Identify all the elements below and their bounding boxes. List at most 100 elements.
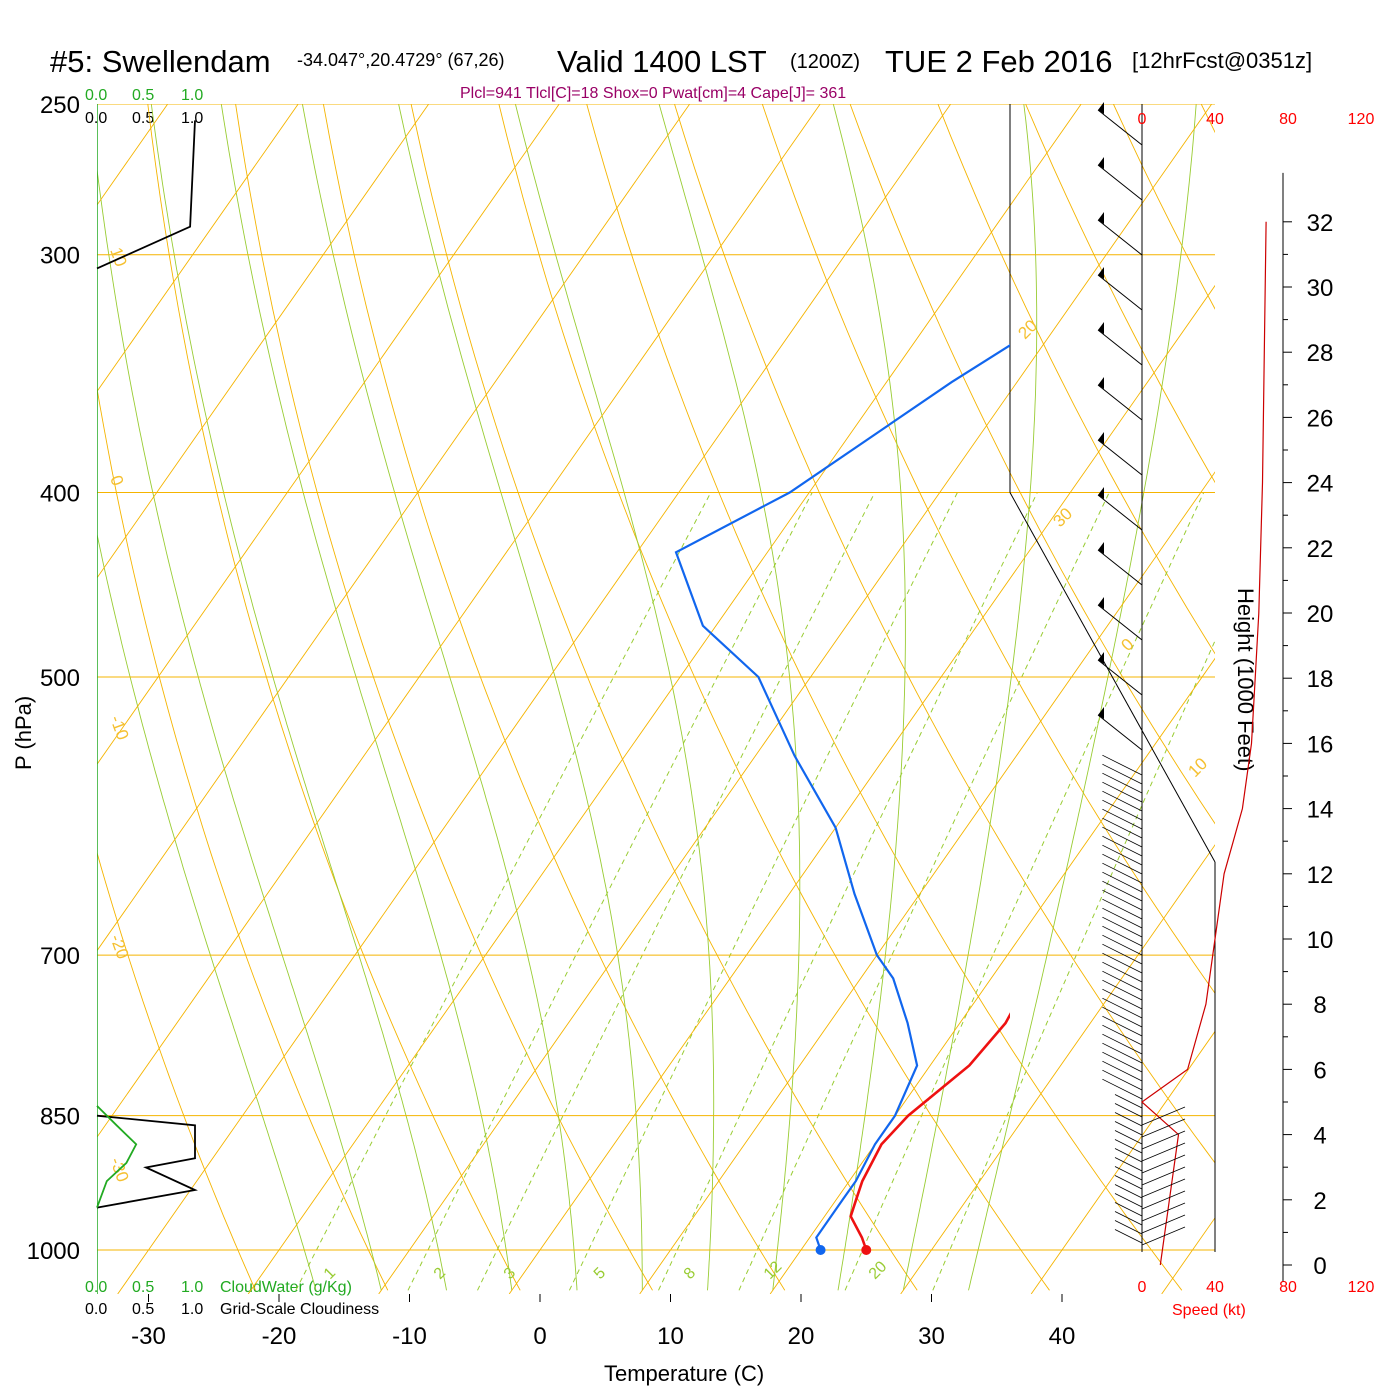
speed-tick-label: 80 — [1279, 111, 1297, 128]
wind-barb — [1102, 889, 1143, 911]
mixing-ratio-line — [932, 639, 1215, 1291]
temperature-tick-label: 10 — [657, 1323, 684, 1350]
wind-barb — [1114, 1229, 1143, 1244]
isotherm — [97, 104, 430, 579]
moist-adiabat — [220, 104, 513, 1291]
top-cloudiness-tick: 1.0 — [181, 110, 203, 127]
isotherm — [247, 104, 1082, 1294]
bottom-cloudiness-tick: 1.0 — [181, 1301, 203, 1318]
dry-adiabat — [97, 385, 389, 1291]
station-title: #5: Swellendam — [50, 44, 271, 79]
isotherm — [639, 471, 1215, 1294]
temperature-line — [849, 1012, 1010, 1251]
pressure-tick-label: 400 — [40, 481, 80, 508]
pressure-tick-label: 500 — [40, 665, 80, 692]
wind-barb-flag — [1098, 597, 1104, 609]
station-coords: -34.047°,20.4729° (67,26) — [297, 50, 505, 70]
moist-adiabat — [301, 104, 578, 1291]
wind-barb — [1114, 1175, 1143, 1190]
wind-barb — [1141, 1142, 1186, 1162]
isotherm-label: 10 — [1184, 754, 1211, 781]
isotherm-label: -10 — [106, 713, 132, 743]
moist-adiabat — [97, 166, 382, 1291]
wind-barb-flag — [1098, 432, 1104, 444]
wind-barb — [1114, 1103, 1143, 1118]
cloud-profile — [96, 120, 198, 1209]
height-tick-label: 26 — [1307, 405, 1334, 432]
isotherm — [1030, 1030, 1215, 1294]
wind-barb — [1114, 1157, 1143, 1172]
wind-barb — [1102, 979, 1143, 1001]
wind-barb — [1141, 1130, 1186, 1150]
wind-barb — [1114, 1094, 1143, 1109]
wind-barb — [1102, 1006, 1143, 1028]
pressure-tick-label: 700 — [40, 943, 80, 970]
height-tick-label: 16 — [1307, 731, 1334, 758]
wind-barb — [1102, 1015, 1143, 1037]
wind-barb — [1102, 1078, 1143, 1100]
height-tick-label: 14 — [1307, 797, 1334, 824]
dry-adiabat — [761, 104, 1215, 995]
speed-tick-label: 40 — [1206, 1279, 1224, 1296]
wind-barb — [1102, 790, 1143, 812]
wind-barb — [1114, 1148, 1143, 1163]
wind-barb — [1114, 1139, 1143, 1154]
dry-adiabat — [235, 104, 653, 1291]
height-axis-label: Height (1000 Feet) — [1233, 588, 1258, 771]
isotherm — [900, 844, 1215, 1294]
dry-adiabat — [1200, 104, 1215, 134]
mixing-ratio-label: 8 — [681, 1264, 699, 1282]
temperature-tick-label: 0 — [533, 1323, 546, 1350]
wind-barb — [1097, 494, 1143, 531]
wind-barb — [1102, 943, 1143, 965]
wind-barb — [1102, 754, 1143, 776]
wind-barb — [1097, 109, 1143, 146]
wind-barb — [1102, 826, 1143, 848]
wind-barb — [1102, 925, 1143, 947]
moist-adiabat — [398, 104, 643, 1291]
wind-barb — [1097, 274, 1143, 311]
wind-barb-flag — [1098, 707, 1104, 719]
wind-barb — [1102, 853, 1143, 875]
bottom-cloudwater-tick: 0.0 — [85, 1279, 107, 1296]
wind-barb — [1097, 714, 1143, 751]
mixing-ratio-line — [658, 492, 1038, 1291]
mixing-ratio-label: 3 — [501, 1264, 519, 1282]
top-cloudwater-tick: 0.5 — [132, 87, 154, 104]
wind-barb — [1102, 952, 1143, 974]
wind-barb — [1141, 1178, 1186, 1198]
wind-barb — [1114, 1211, 1143, 1226]
wind-barb-flag — [1098, 267, 1104, 279]
speed-tick-label: 80 — [1279, 1279, 1297, 1296]
height-tick-label: 12 — [1307, 862, 1334, 889]
cloudwater-label: CloudWater (g/Kg) — [220, 1279, 352, 1296]
wind-barb — [1102, 961, 1143, 983]
height-tick-label: 10 — [1307, 927, 1334, 954]
dry-adiabat — [1272, 70, 1400, 1290]
pressure-tick-label: 1000 — [27, 1238, 80, 1265]
height-tick-label: 0 — [1313, 1253, 1326, 1280]
height-tick-label: 30 — [1307, 275, 1334, 302]
valid-date: TUE 2 Feb 2016 — [885, 44, 1112, 79]
cloudiness-label: Grid-Scale Cloudiness — [220, 1301, 379, 1318]
wind-barb — [1102, 916, 1143, 938]
height-tick-label: 32 — [1307, 210, 1334, 237]
height-tick-label: 24 — [1307, 471, 1334, 498]
cloudiness-line — [96, 1114, 198, 1209]
dry-adiabat — [849, 104, 1215, 825]
bottom-cloudwater-tick: 0.5 — [132, 1279, 154, 1296]
wind-barb-flag — [1098, 157, 1104, 169]
speed-axis-label: Speed (kt) — [1172, 1302, 1246, 1319]
isotherm — [117, 104, 952, 1294]
wind-barb — [1102, 781, 1143, 803]
dry-adiabat — [97, 851, 256, 1291]
mixing-ratio-line — [477, 492, 876, 1291]
cloudwater-line — [96, 1105, 138, 1208]
wind-barb — [1097, 549, 1143, 586]
bottom-cloudiness-tick: 0.0 — [85, 1301, 107, 1318]
wind-barb — [1102, 1024, 1143, 1046]
isotherm — [97, 104, 560, 766]
wind-barb — [1102, 1042, 1143, 1064]
speed-tick-label: 120 — [1348, 111, 1375, 128]
